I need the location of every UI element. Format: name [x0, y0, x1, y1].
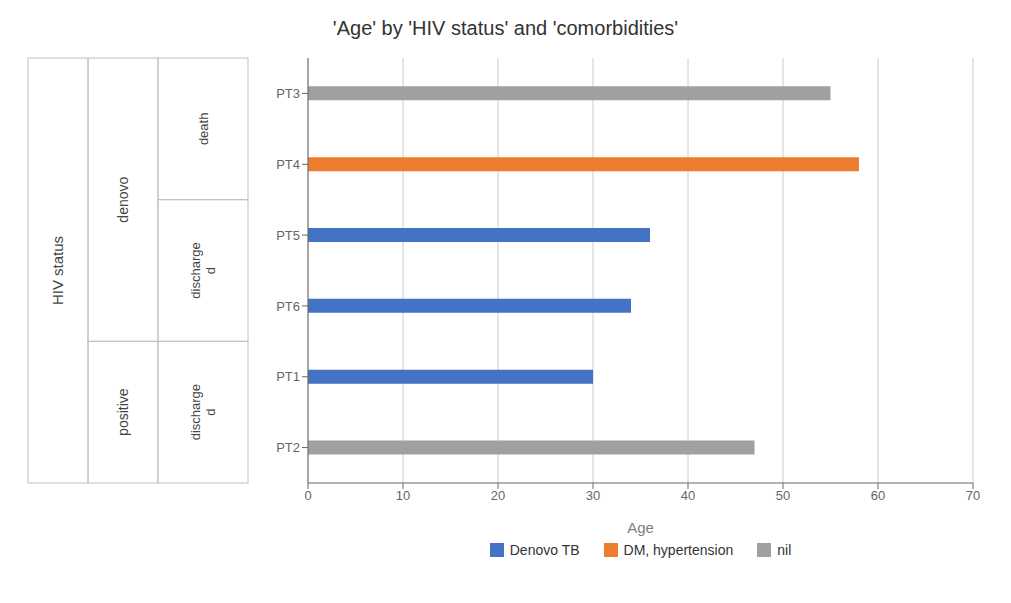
svg-text:PT6: PT6 — [276, 299, 300, 314]
svg-text:HIV status: HIV status — [49, 236, 66, 305]
svg-text:discharged: discharged — [188, 242, 217, 298]
svg-text:10: 10 — [396, 488, 410, 503]
html-text:Denovo TB: Denovo TB — [509, 542, 580, 558]
svg-text:denovo: denovo — [115, 176, 131, 222]
svg-text:PT5: PT5 — [276, 228, 300, 243]
svg-text:20: 20 — [491, 488, 505, 503]
svg-text:Age: Age — [627, 519, 654, 536]
html-text:nil: nil — [777, 542, 792, 558]
svg-text:0: 0 — [304, 488, 311, 503]
svg-text:PT2: PT2 — [276, 440, 300, 455]
svg-text:30: 30 — [586, 488, 600, 503]
html-text:DM, hypertension: DM, hypertension — [623, 542, 734, 558]
svg-text:PT1: PT1 — [276, 369, 300, 384]
svg-text:PT4: PT4 — [276, 157, 300, 172]
svg-text:positive: positive — [115, 388, 131, 436]
html-text:'Age' by 'HIV status' and 'com: 'Age' by 'HIV status' and 'comorbidities… — [332, 17, 679, 39]
svg-text:60: 60 — [871, 488, 885, 503]
svg-text:PT3: PT3 — [276, 86, 300, 101]
svg-text:40: 40 — [681, 488, 695, 503]
svg-text:50: 50 — [776, 488, 790, 503]
svg-text:death: death — [196, 113, 211, 146]
svg-text:70: 70 — [966, 488, 980, 503]
svg-text:discharged: discharged — [188, 384, 217, 440]
